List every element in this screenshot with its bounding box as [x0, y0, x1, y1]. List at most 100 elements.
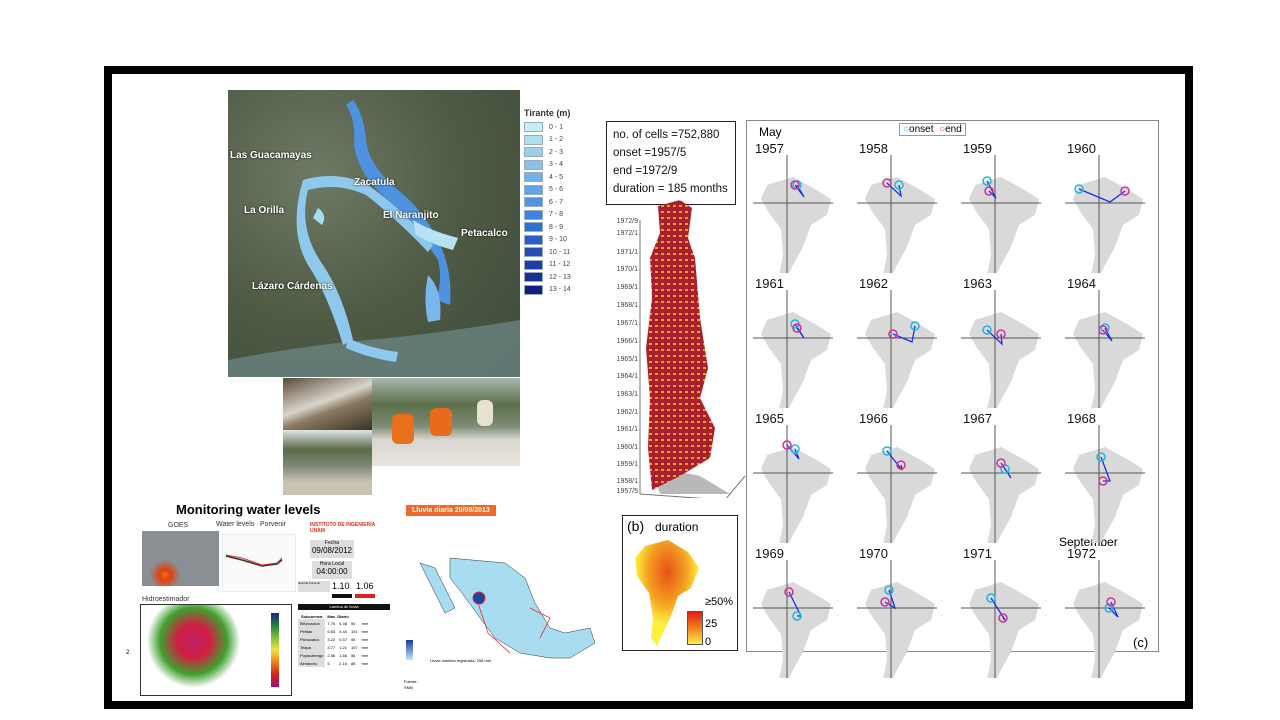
table-cell: 4.44 — [339, 628, 347, 634]
col-header: Subcuenca — [301, 614, 323, 619]
panel-b-label: (b) — [627, 518, 645, 534]
panel-b-duration-map: (b) duration ≥50% 25 0 — [622, 515, 738, 651]
year-track-panel: 1970 — [857, 546, 959, 678]
lamina-header: Lamina de lluvia — [298, 604, 390, 610]
legend-item: 2 - 3 — [524, 146, 604, 159]
legend-item-label: 10 - 11 — [549, 248, 571, 256]
centroid-track — [892, 325, 916, 343]
table-cell: 5.38 — [339, 620, 347, 626]
water-level-chart — [222, 534, 296, 592]
legend-item: 12 - 13 — [524, 271, 604, 284]
south-america-map — [857, 290, 937, 408]
table-row: Teapa 3.77 1.21 107 mm — [298, 643, 370, 651]
onset-marker-icon: ○ — [903, 124, 910, 135]
onset-marker — [882, 446, 892, 456]
time-axis-tick: 1959/1 — [616, 461, 638, 468]
legend-item: 3 - 4 — [524, 159, 604, 172]
table-cell: Almandro — [298, 659, 326, 667]
end-marker — [998, 613, 1008, 623]
year-track-panel: 1972 — [1065, 546, 1167, 678]
south-america-map — [857, 155, 937, 273]
onset-marker — [982, 176, 992, 186]
time-axis-tick: 1972/9 — [616, 218, 638, 225]
status-red — [355, 594, 375, 598]
year-label: 1965 — [755, 411, 784, 426]
time-box: Hora Local 04:00:00 — [312, 561, 352, 579]
rain-max-text: Lluvia máxima registrada: 258 mm — [430, 658, 492, 663]
table-cell: 7.76 — [327, 620, 336, 626]
panel-b-title: duration — [655, 520, 699, 534]
start-month: May — [759, 125, 782, 139]
time-axis-tick: 1962/1 — [616, 409, 638, 416]
legend-item-label: 12 - 13 — [549, 273, 571, 281]
table-cell: 85 — [350, 660, 356, 666]
legend-onset: onset — [909, 124, 934, 135]
hidroestimador-map — [140, 604, 292, 696]
year-track-panel: 1965 — [753, 411, 855, 543]
time-axis-tick: 1964/1 — [616, 373, 638, 380]
time-axis-tick: 1967/1 — [616, 320, 638, 327]
rain-colorbar — [406, 640, 413, 660]
legend-swatch — [524, 272, 543, 283]
year-label: 1971 — [963, 546, 992, 561]
year-label: 1964 — [1067, 276, 1096, 291]
time-axis-tick: 1968/1 — [616, 302, 638, 309]
table-cell: mm — [361, 628, 369, 634]
subbasin-table: Subcuenca Max Diario Bifurcacion 7.76 5.38 50… — [298, 614, 370, 667]
onset-marker — [1074, 184, 1084, 194]
goes-image — [142, 531, 219, 586]
event-volume — [646, 200, 715, 490]
south-america-map — [753, 290, 833, 408]
legend-item: 8 - 9 — [524, 221, 604, 234]
table-cell: mm — [361, 644, 369, 650]
legend-item: 1 - 2 — [524, 134, 604, 147]
year-track-panel: 1960 — [1065, 141, 1167, 273]
table-cell: Puyacatengo — [298, 651, 326, 659]
table-row: Pichucalco 3.22 0.57 55 mm — [298, 635, 370, 643]
south-america-map — [753, 155, 833, 273]
legend-item-label: 3 - 4 — [549, 161, 564, 169]
institute-logo: INSTITUTO DE INGENIERÍA UNAM — [310, 522, 376, 534]
time-axis-tick: 1960/1 — [616, 444, 638, 451]
end-marker — [784, 587, 794, 597]
rain-colorbar — [271, 613, 279, 687]
place-label: Zacatula — [354, 177, 395, 188]
table-cell: 2.16 — [339, 660, 347, 666]
level-value-2: 1.06 — [356, 581, 374, 591]
legend-item-label: 0 - 1 — [549, 123, 564, 131]
col-header: Max — [327, 614, 336, 619]
table-cell: 3.77 — [327, 644, 336, 650]
panel-c-label: (c) — [1133, 635, 1149, 650]
depth-legend: Tirante (m) 0 - 1 1 - 2 2 - 3 3 - 4 4 - 5 5 -… — [524, 108, 604, 296]
onset-marker — [790, 444, 800, 454]
year-label: 1958 — [859, 141, 888, 156]
end-marker-icon: ○ — [939, 124, 946, 135]
time-axis-tick: 1966/1 — [616, 338, 638, 345]
onset-marker — [982, 325, 992, 335]
legend-item: 11 - 12 — [524, 259, 604, 272]
photo-boat-survey — [372, 378, 520, 466]
year-track-panel: 1958 — [857, 141, 959, 273]
year-track-panel: 1968 — [1065, 411, 1167, 543]
legend-swatch — [524, 122, 543, 133]
south-america-map — [961, 155, 1041, 273]
onset-marker — [884, 585, 894, 595]
rain-title: Lluvia diaria 20/09/2013 — [406, 505, 496, 516]
legend-item: 10 - 11 — [524, 246, 604, 259]
table-cell: 101 — [350, 628, 358, 634]
south-america-map — [753, 560, 833, 678]
table-cell: mm — [361, 652, 369, 658]
year-track-panel: 1966 — [857, 411, 959, 543]
table-cell: 55 — [350, 636, 356, 642]
colorbar-mid: 25 — [705, 618, 718, 630]
year-track-panel: 1962 — [857, 276, 959, 408]
photo-truck-equipment — [283, 378, 372, 430]
end-marker — [996, 329, 1006, 339]
legend-swatch — [524, 209, 543, 220]
level-value-1: 1.10 — [332, 581, 350, 591]
date-box: Fecha 09/08/2012 — [310, 540, 354, 558]
legend-item-label: 11 - 12 — [549, 261, 571, 269]
info-cells: no. of cells =752,880 — [613, 129, 720, 141]
year-track-panel: 1963 — [961, 276, 1063, 408]
legend-swatch — [524, 259, 543, 270]
